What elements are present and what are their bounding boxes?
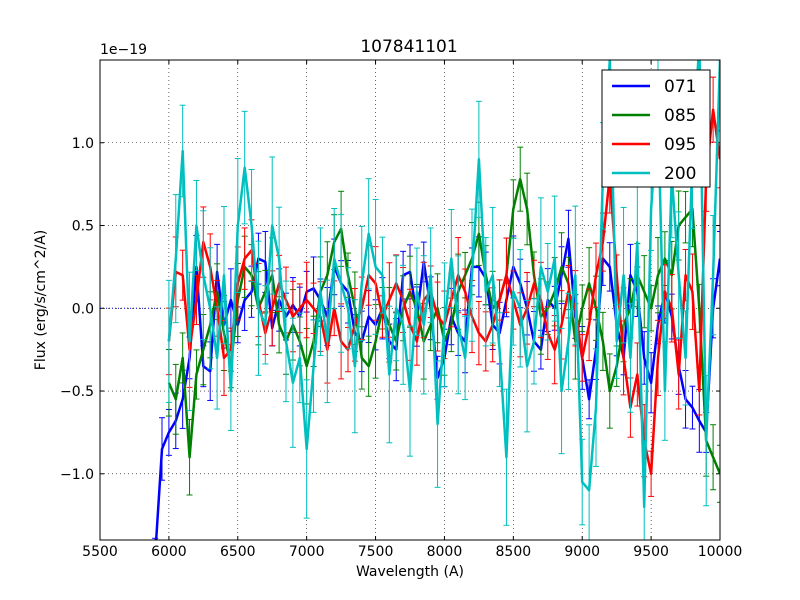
x-tick-label: 9000 xyxy=(564,544,600,560)
y-tick-label: 0.5 xyxy=(72,219,94,235)
y-tick-label: 0.0 xyxy=(72,301,94,317)
x-axis-label: Wavelength (A) xyxy=(356,564,464,580)
legend-box xyxy=(601,69,711,188)
plot-frame xyxy=(99,59,721,541)
x-tick-label: 6000 xyxy=(151,544,187,560)
y-offset-label: 1e−19 xyxy=(100,42,147,58)
legend: 071 085 095 200 xyxy=(601,69,711,188)
x-tick-label: 6500 xyxy=(220,544,256,560)
series-200 xyxy=(165,60,720,540)
x-tick-label: 5500 xyxy=(82,544,118,560)
x-tick-label: 8000 xyxy=(427,544,463,560)
x-tick-label: 8500 xyxy=(496,544,532,560)
y-tick-label: −0.5 xyxy=(60,384,94,400)
y-axis-label: Flux (erg/s/cm^2/A) xyxy=(33,230,49,370)
legend-label: 085 xyxy=(664,106,696,126)
y-tick-label: 1.0 xyxy=(72,136,94,152)
y-tick-label: −1.0 xyxy=(60,467,94,483)
chart-title: 107841101 xyxy=(360,37,457,57)
axis-ticks: 5500 6000 6500 7000 7500 8000 8500 9000 9500 1000… xyxy=(60,60,742,560)
legend-label: 071 xyxy=(664,77,696,97)
legend-label: 095 xyxy=(664,135,696,155)
x-tick-label: 9500 xyxy=(633,544,669,560)
series-group xyxy=(100,60,720,540)
series-line xyxy=(167,60,720,509)
legend-label: 200 xyxy=(664,164,696,184)
x-tick-label: 7500 xyxy=(358,544,394,560)
x-tick-label: 10000 xyxy=(698,544,743,560)
x-tick-label: 7000 xyxy=(289,544,325,560)
